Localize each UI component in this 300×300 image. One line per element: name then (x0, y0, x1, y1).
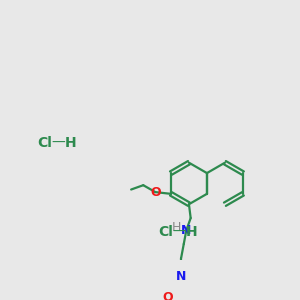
Text: N: N (176, 270, 186, 283)
Text: —: — (172, 225, 186, 239)
Text: H: H (172, 221, 182, 234)
Text: Cl: Cl (158, 225, 173, 239)
Text: O: O (162, 291, 172, 300)
Text: H: H (64, 136, 76, 150)
Text: H: H (186, 225, 197, 239)
Text: —: — (51, 136, 65, 150)
Text: N: N (181, 224, 191, 237)
Text: O: O (150, 186, 161, 199)
Text: Cl: Cl (37, 136, 52, 150)
